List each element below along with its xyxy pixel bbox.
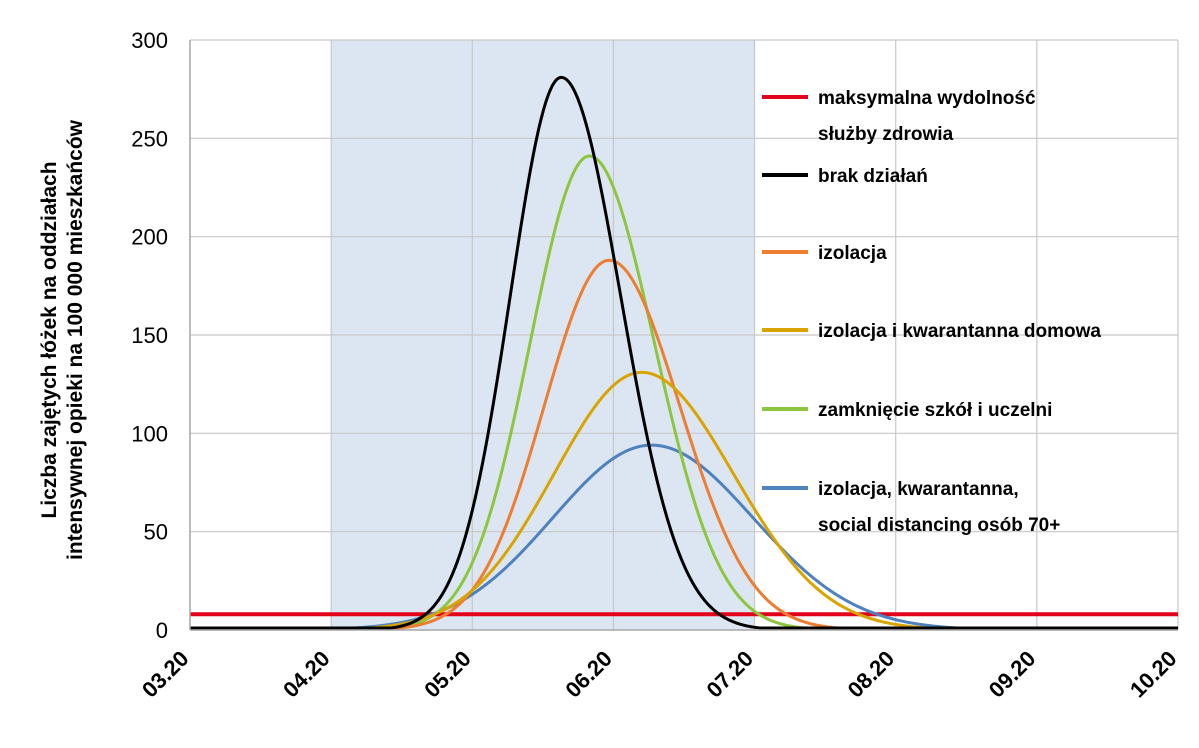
gridlines: [190, 39, 1179, 630]
legend-label-1: brak działań: [818, 166, 928, 187]
x-tick-label: 10.20: [1125, 646, 1182, 703]
legend-label-2: izolacja: [818, 243, 887, 264]
y-tick-labels: 0 50 100 150 200 250 300: [131, 28, 168, 643]
y-tick-label: 250: [131, 126, 168, 151]
y-tick-label: 50: [144, 520, 168, 545]
y-axis-label-line-1: Liczba zajętych łóżek na oddziałach: [38, 161, 61, 518]
y-axis-label: Liczba zajętych łóżek na oddziałach inte…: [38, 119, 87, 560]
x-tick-label: 05.20: [419, 646, 476, 703]
legend-label-4: zamknięcie szkół i uczelni: [818, 400, 1052, 421]
x-tick-label: 07.20: [701, 646, 758, 703]
legend-label-5: social distancing osób 70+: [818, 515, 1060, 536]
y-tick-label: 0: [156, 618, 168, 643]
legend: maksymalna wydolność służby zdrowia brak d…: [762, 88, 1101, 536]
legend-label-3: izolacja i kwarantanna domowa: [818, 321, 1101, 342]
y-tick-label: 200: [131, 225, 168, 250]
x-tick-label: 06.20: [560, 646, 617, 703]
series-layer: [189, 75, 1179, 630]
y-tick-label: 150: [131, 323, 168, 348]
axes: [189, 40, 1178, 631]
legend-label-5: izolacja, kwarantanna,: [818, 479, 1019, 500]
series-line-0: [189, 75, 1179, 630]
legend-label-0: maksymalna wydolność: [818, 88, 1036, 109]
y-tick-label: 300: [131, 28, 168, 53]
x-tick-label: 04.20: [278, 646, 335, 703]
x-tick-label: 08.20: [843, 646, 900, 703]
x-tick-label: 09.20: [984, 646, 1041, 703]
x-tick-label: 03.20: [137, 646, 194, 703]
y-tick-label: 100: [131, 421, 168, 446]
y-axis-label-line-2: intensywnej opieki na 100 000 mieszkańcó…: [64, 119, 87, 560]
legend-label-0: służby zdrowia: [818, 124, 954, 145]
x-tick-labels: 03.20 04.20 05.20 06.20 07.20 08.20 09.20 10.20: [137, 646, 1182, 703]
